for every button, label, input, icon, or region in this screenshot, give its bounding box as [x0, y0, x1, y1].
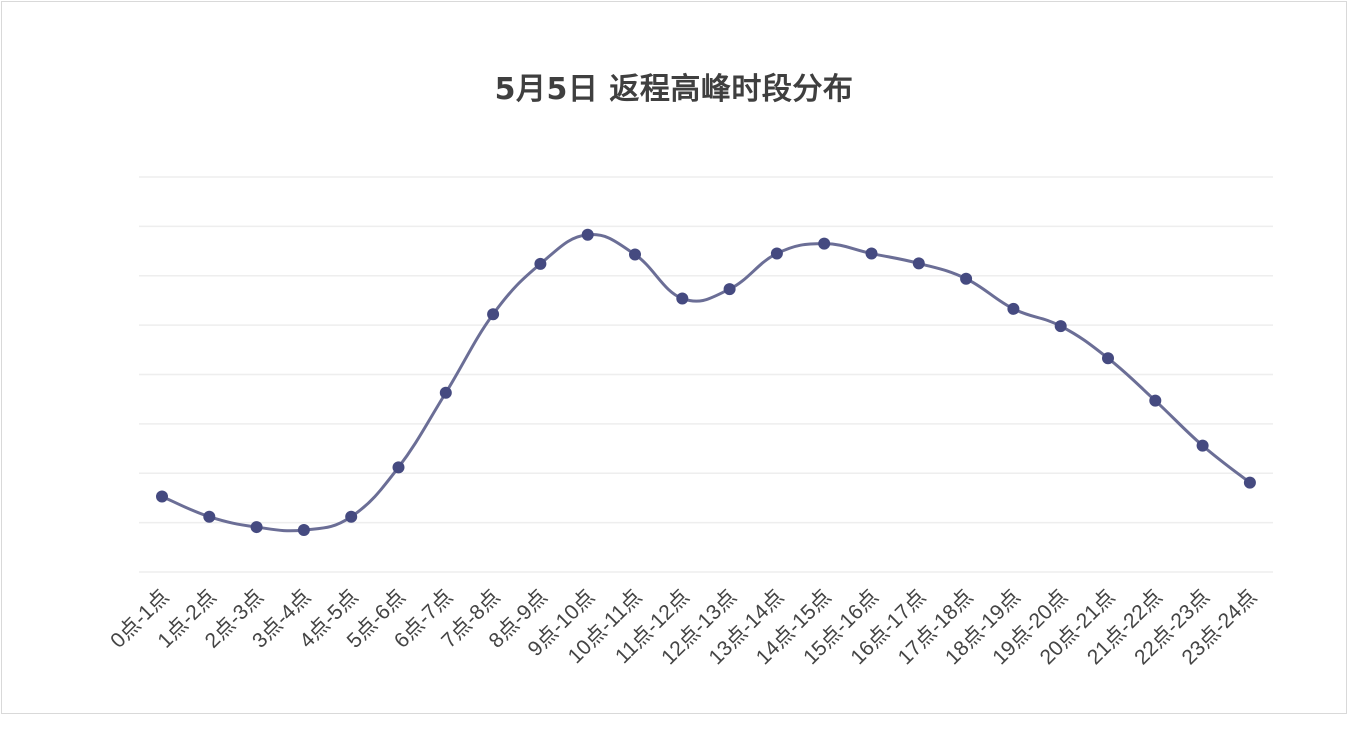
data-point-23: [1243, 476, 1256, 489]
data-point-14: [818, 237, 831, 250]
data-point-16: [912, 257, 925, 270]
data-point-10: [629, 248, 641, 261]
data-point-0: [156, 490, 168, 503]
chart-title: 5月5日 返程高峰时段分布: [494, 72, 854, 107]
data-point-11: [676, 292, 689, 305]
data-point-8: [534, 257, 547, 270]
data-point-9: [581, 228, 594, 241]
data-point-4: [345, 510, 358, 523]
data-point-5: [392, 461, 405, 474]
data-point-18: [1007, 302, 1020, 315]
data-points: [156, 228, 1256, 537]
data-point-1: [203, 510, 216, 523]
chart-frame: [1, 1, 1347, 714]
data-point-20: [1102, 352, 1114, 365]
data-point-13: [770, 247, 783, 260]
data-point-12: [723, 283, 736, 296]
data-point-21: [1149, 394, 1162, 407]
data-point-22: [1196, 439, 1209, 452]
data-point-19: [1054, 320, 1067, 333]
data-point-17: [960, 272, 973, 285]
data-point-2: [250, 521, 263, 534]
data-point-7: [487, 308, 500, 321]
data-point-15: [865, 247, 878, 260]
series-line: [161, 233, 1251, 533]
data-point-3: [297, 524, 310, 537]
x-tick-labels: 0点-1点1点-2点2点-3点3点-4点4点-5点5点-6点6点-7点7点-8点…: [106, 585, 1261, 669]
grid-lines: [139, 176, 1273, 573]
data-point-6: [439, 386, 452, 399]
